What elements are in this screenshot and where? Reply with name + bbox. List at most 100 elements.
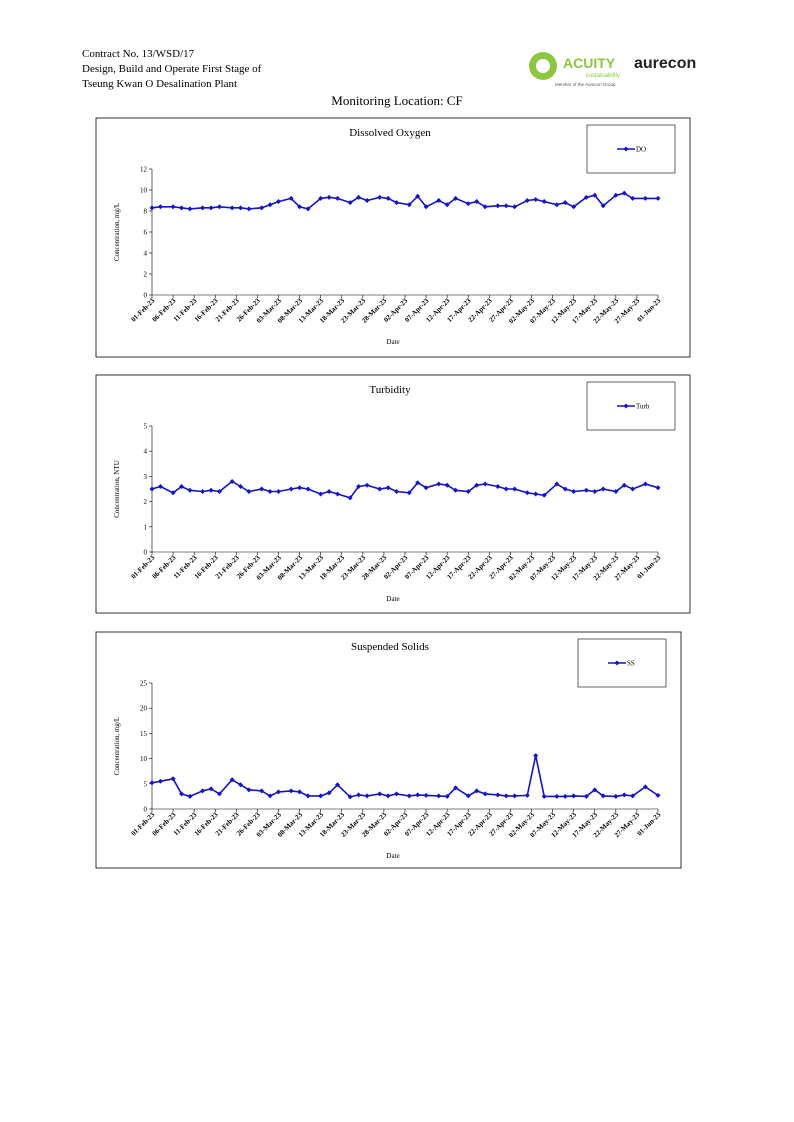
data-point: [347, 794, 353, 800]
data-point: [655, 485, 661, 491]
data-point: [356, 483, 362, 489]
y-tick-label: 5: [144, 780, 148, 788]
data-point: [512, 793, 518, 799]
y-tick-label: 4: [144, 250, 148, 258]
data-point: [187, 487, 193, 493]
data-point: [377, 194, 383, 200]
data-point: [613, 489, 619, 495]
acuity-logo: ACUITY sustainability Member of the Aure…: [529, 52, 620, 87]
data-point: [541, 793, 547, 799]
data-point: [157, 483, 163, 489]
data-point: [571, 793, 577, 799]
data-point: [288, 486, 294, 492]
y-tick-label: 8: [144, 208, 148, 216]
data-point: [592, 192, 598, 198]
y-tick-label: 0: [144, 292, 148, 300]
data-point: [642, 784, 648, 790]
data-point: [423, 792, 429, 798]
data-point: [630, 793, 636, 799]
data-point: [394, 200, 400, 206]
data-point: [423, 485, 429, 491]
chart-title: Turbidity: [369, 384, 411, 396]
data-point: [356, 792, 362, 798]
data-point: [465, 201, 471, 207]
data-point: [453, 195, 459, 201]
chart-frame: [95, 117, 691, 358]
data-point: [259, 486, 265, 492]
data-point: [524, 792, 530, 798]
data-point: [655, 792, 661, 798]
data-point: [453, 487, 459, 493]
data-point: [453, 785, 459, 791]
y-tick-label: 3: [144, 473, 148, 481]
y-axis-label: Concentration, mg/L: [113, 717, 121, 775]
data-point: [335, 491, 341, 497]
data-point: [276, 789, 281, 795]
data-point: [562, 793, 568, 799]
y-axis-label: Concentration, NTU: [113, 460, 121, 518]
data-point: [621, 190, 627, 196]
data-point: [533, 753, 539, 759]
data-point: [465, 489, 471, 495]
data-point: [187, 206, 193, 212]
data-point: [335, 782, 341, 788]
data-point: [267, 202, 273, 208]
data-point: [495, 792, 501, 798]
header-line: Contract No. 13/WSD/17: [82, 48, 195, 60]
data-point: [335, 195, 341, 201]
legend-marker: [623, 146, 629, 152]
x-axis-label: Date: [386, 852, 399, 860]
series-line: [151, 755, 659, 798]
y-axis-label: Concentration, mg/L: [113, 203, 121, 261]
data-point: [406, 793, 412, 799]
data-point: [465, 793, 471, 799]
data-point: [482, 791, 488, 797]
data-point: [229, 478, 235, 484]
data-point: [495, 203, 501, 209]
y-tick-label: 1: [144, 523, 148, 531]
data-point: [347, 495, 353, 501]
data-point: [297, 485, 303, 491]
y-tick-label: 0: [144, 806, 148, 814]
chart-title: Dissolved Oxygen: [349, 127, 431, 139]
logo-text: ACUITY: [563, 55, 616, 71]
data-point: [200, 788, 206, 794]
data-point: [318, 195, 324, 201]
data-point: [436, 198, 442, 203]
data-point: [356, 194, 362, 200]
data-point: [444, 793, 450, 799]
data-point: [229, 205, 235, 211]
data-point: [482, 204, 488, 210]
header-line: Tseung Kwan O Desalination Plant: [82, 78, 237, 90]
data-point: [170, 204, 176, 210]
legend-label: DO: [636, 146, 646, 154]
x-tick-label: 01-Jun-23: [636, 296, 663, 323]
data-point: [524, 490, 530, 496]
data-point: [415, 792, 421, 798]
data-point: [305, 206, 311, 212]
data-point: [495, 483, 501, 489]
data-point: [170, 490, 176, 496]
data-point: [436, 481, 442, 487]
data-point: [621, 482, 627, 488]
x-tick-label: 01-Jun-23: [636, 553, 663, 580]
data-point: [326, 790, 332, 796]
data-point: [541, 492, 547, 498]
data-point: [554, 481, 560, 487]
data-point: [149, 486, 155, 492]
data-point: [267, 793, 273, 799]
data-point: [613, 192, 619, 198]
data-point: [238, 782, 244, 788]
data-point: [208, 786, 214, 792]
data-point: [406, 202, 412, 208]
y-tick-label: 2: [144, 498, 148, 506]
data-point: [600, 793, 606, 799]
data-point: [554, 793, 560, 799]
y-tick-label: 15: [140, 730, 148, 738]
data-point: [444, 482, 450, 488]
data-point: [600, 486, 606, 492]
data-point: [377, 486, 383, 492]
x-tick-label: 01-Jun-23: [636, 810, 663, 837]
data-point: [305, 486, 311, 492]
